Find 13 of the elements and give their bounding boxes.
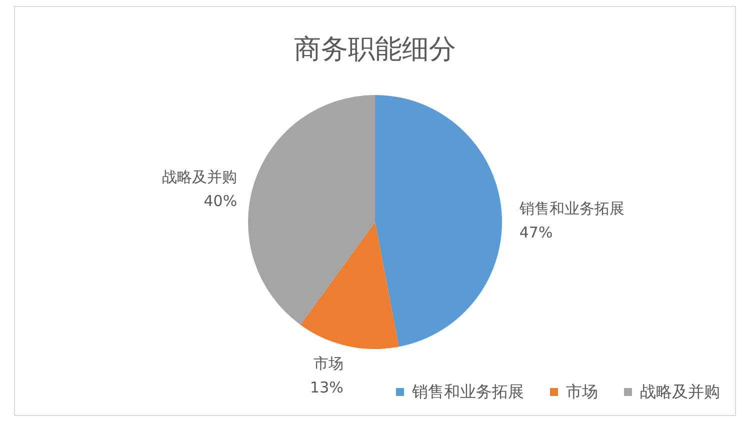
legend-label: 市场 bbox=[566, 382, 598, 401]
data-label: 40% bbox=[204, 192, 238, 210]
chart-title: 商务职能细分 bbox=[294, 34, 456, 65]
pie-slice bbox=[300, 222, 399, 349]
slice-label: 市场 bbox=[313, 354, 344, 373]
data-label: 13% bbox=[310, 378, 344, 397]
slice-label: 销售和业务拓展 bbox=[518, 199, 624, 218]
data-label: 47% bbox=[519, 223, 553, 242]
pie-slice bbox=[375, 95, 502, 347]
pie-slice bbox=[248, 95, 375, 325]
legend-label: 战略及并购 bbox=[640, 382, 720, 401]
legend-label: 销售和业务拓展 bbox=[411, 382, 524, 401]
slice-label: 战略及并购 bbox=[162, 168, 238, 186]
